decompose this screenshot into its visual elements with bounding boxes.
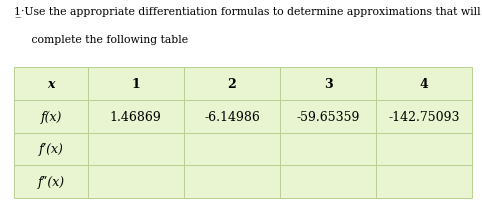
Bar [184, 133, 280, 165]
Bar [184, 101, 280, 133]
Bar [184, 165, 280, 198]
Text: -59.65359: -59.65359 [296, 110, 360, 123]
Bar [184, 68, 280, 100]
Bar [88, 133, 184, 165]
Bar [88, 68, 184, 100]
Bar [376, 68, 472, 100]
Text: fʺ(x): fʺ(x) [38, 175, 65, 188]
Text: fʹ(x): fʹ(x) [39, 143, 64, 156]
Text: 3: 3 [324, 78, 333, 91]
Bar [14, 101, 88, 133]
Text: 1.46869: 1.46869 [110, 110, 161, 123]
Bar [88, 165, 184, 198]
Text: 4: 4 [420, 78, 428, 91]
Bar [376, 133, 472, 165]
Bar [14, 133, 88, 165]
Bar [376, 101, 472, 133]
Bar [280, 68, 376, 100]
Text: 1: 1 [132, 78, 140, 91]
Text: -142.75093: -142.75093 [388, 110, 460, 123]
Text: f(x): f(x) [40, 110, 62, 123]
Bar [376, 165, 472, 198]
Text: complete the following table: complete the following table [14, 35, 188, 45]
Bar [280, 101, 376, 133]
Bar [280, 165, 376, 198]
Bar [14, 165, 88, 198]
Text: 1̲·Use the appropriate differentiation formulas to determine approximations that: 1̲·Use the appropriate differentiation f… [14, 6, 481, 17]
Bar [280, 133, 376, 165]
Text: 2: 2 [228, 78, 236, 91]
Text: -6.14986: -6.14986 [204, 110, 260, 123]
Text: x: x [47, 78, 55, 91]
Bar [88, 101, 184, 133]
Bar [14, 68, 88, 100]
